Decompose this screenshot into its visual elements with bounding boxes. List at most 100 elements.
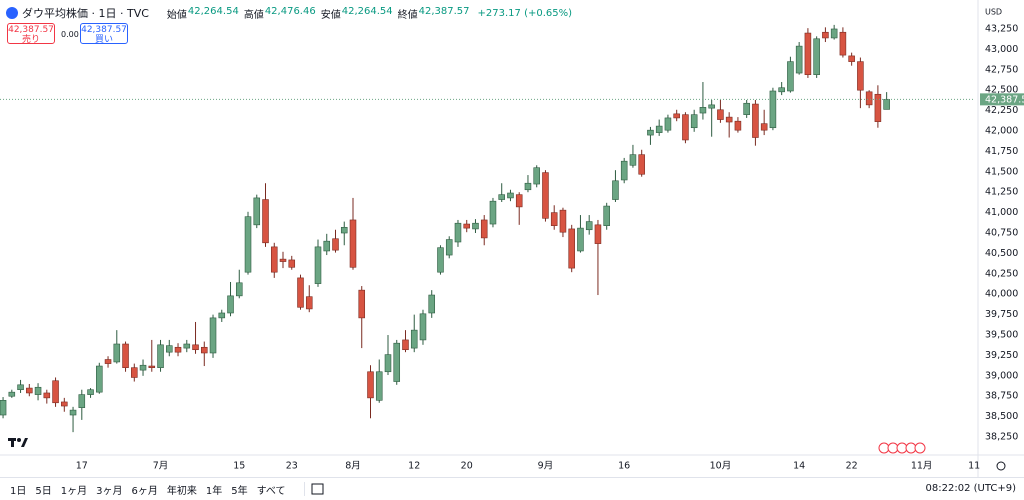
calendar-icon[interactable] — [303, 482, 325, 496]
candle-body — [664, 117, 672, 131]
range-button[interactable]: 1日 — [10, 485, 27, 497]
settings-icon[interactable] — [996, 461, 1006, 471]
candle-body — [96, 365, 103, 393]
y-tick-label: 38,750 — [985, 391, 1018, 402]
range-button[interactable]: 1ヶ月 — [60, 485, 88, 497]
candle-body — [638, 154, 645, 175]
ohlc-label: 安値 — [320, 9, 341, 21]
candle-body — [393, 342, 401, 382]
candle-body — [787, 61, 794, 92]
candle-body — [725, 116, 733, 123]
candle-body — [253, 197, 261, 226]
candle-body — [218, 312, 226, 319]
candle-body — [857, 61, 864, 91]
candle-body — [314, 246, 322, 284]
candle-body — [848, 55, 855, 62]
candle-body — [699, 107, 707, 114]
range-button[interactable]: 1年 — [205, 485, 223, 497]
event-icons[interactable] — [878, 442, 926, 454]
symbol-icon — [6, 7, 18, 19]
y-tick-label: 41,750 — [985, 146, 1018, 157]
range-button[interactable]: 6ヶ月 — [131, 485, 158, 497]
candle-body — [227, 295, 234, 314]
candle-body — [603, 205, 610, 226]
candle-body — [349, 219, 357, 268]
candle-body — [594, 224, 602, 244]
candle-body — [17, 384, 24, 391]
x-tick-label: 22 — [846, 461, 858, 472]
candle-body — [34, 386, 42, 395]
candle-body — [305, 296, 313, 310]
candle-body — [533, 167, 540, 185]
y-tick-label: 40,750 — [985, 228, 1018, 239]
y-tick-label: 41,500 — [985, 166, 1018, 177]
sell-button[interactable]: 42,387.57 売り — [7, 23, 55, 45]
candle-body — [620, 160, 628, 181]
candle-body — [708, 104, 715, 109]
candle-body — [200, 346, 208, 354]
candle-body — [498, 194, 505, 200]
sell-label: 売り — [21, 35, 40, 45]
candle-body — [26, 387, 33, 394]
candle-body — [122, 343, 129, 368]
y-tick-label: 39,250 — [985, 350, 1018, 361]
y-tick-label: 38,500 — [985, 411, 1018, 422]
x-tick-label: 17 — [76, 461, 88, 472]
ohlc-label: 始値 — [166, 9, 187, 21]
x-tick-label: 20 — [461, 461, 473, 472]
candle-body — [139, 364, 147, 371]
candle-body — [419, 313, 427, 341]
candle-body — [865, 91, 873, 106]
ohlc-label: 終値 — [397, 9, 418, 21]
candle-body — [157, 344, 164, 368]
candle-body — [515, 194, 523, 208]
candle-body — [166, 345, 173, 353]
range-button[interactable]: 3ヶ月 — [96, 485, 123, 497]
candle-body — [568, 228, 575, 269]
range-buttons: 1日 5日 1ヶ月 3ヶ月 6ヶ月 年初来 1年 5年 すべて — [10, 482, 286, 497]
symbol[interactable]: ダウ平均株価 · 1日 · TVC — [22, 7, 149, 20]
x-tick-label: 14 — [793, 461, 805, 472]
currency: USD — [985, 8, 1002, 17]
candle-body — [367, 371, 374, 399]
ohlc-value: 42,387.57 — [418, 5, 470, 17]
candle-body — [743, 102, 750, 115]
x-tick-label: 15 — [233, 461, 245, 472]
y-tick-label: 42,250 — [985, 105, 1018, 116]
range-button[interactable]: 5年 — [231, 485, 248, 497]
tv-logo — [8, 438, 28, 447]
candle-body — [131, 367, 138, 378]
y-tick-label: 41,000 — [985, 207, 1018, 218]
sell-price: 42,387.57 — [8, 25, 54, 35]
candle-body — [43, 392, 51, 399]
candle-body — [612, 180, 619, 200]
candle-body — [8, 391, 16, 397]
y-tick-label: 39,750 — [985, 309, 1018, 320]
ohlc-value: 42,264.54 — [187, 5, 239, 17]
candle-body — [87, 389, 94, 395]
candle-body — [61, 401, 68, 407]
candle-body — [752, 103, 759, 138]
y-tick-label: 40,500 — [985, 248, 1018, 259]
x-tick-label: 10月 — [710, 461, 732, 472]
x-tick-label: 12 — [408, 461, 420, 472]
y-tick-label: 42,500 — [985, 85, 1018, 96]
x-tick-label: 11 — [968, 461, 980, 472]
range-button[interactable]: 年初来 — [166, 485, 197, 497]
candle-body — [542, 172, 549, 219]
candle-body — [454, 222, 462, 243]
range-button[interactable]: 5日 — [35, 485, 52, 497]
buy-button[interactable]: 42,387.57 買い — [80, 23, 128, 45]
candle-body — [288, 259, 296, 268]
candle-body — [437, 247, 444, 273]
candle-body — [647, 129, 654, 136]
y-tick-label: 43,000 — [985, 44, 1018, 55]
candle-body — [148, 365, 156, 368]
x-tick-label: 23 — [286, 461, 298, 472]
range-button[interactable]: すべて — [256, 485, 286, 497]
y-tick-label: 40,250 — [985, 268, 1018, 279]
candle-body — [524, 182, 532, 191]
candle-body — [174, 346, 182, 353]
candle-body — [384, 354, 392, 373]
